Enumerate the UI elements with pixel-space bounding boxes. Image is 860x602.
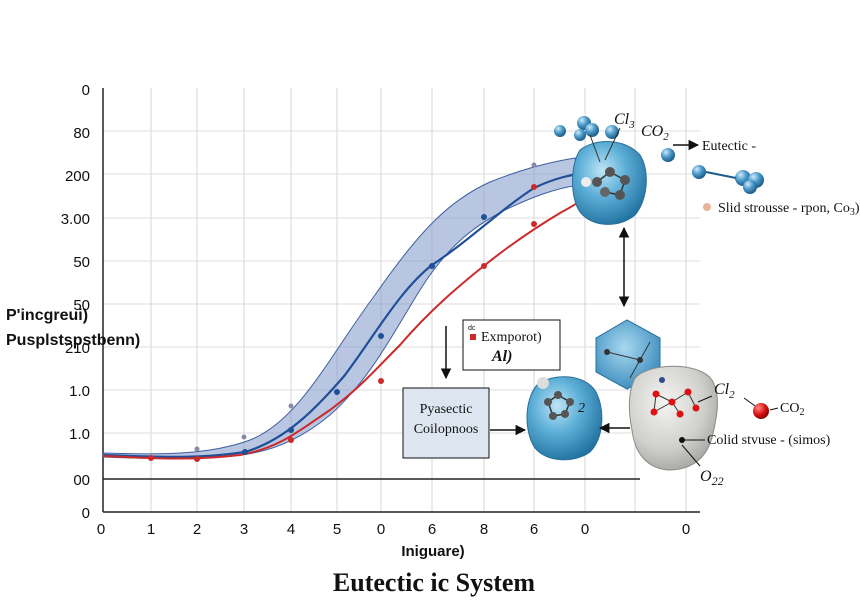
x-axis-label: Iniguare): [401, 543, 464, 560]
x-tick-label: 0: [581, 521, 589, 538]
legend: dc Exmporot) Al): [462, 319, 561, 371]
y-axis-label-line1: P'incgreui): [6, 307, 88, 324]
x-tick-label: 2: [193, 521, 201, 538]
cl2-pointer: [697, 395, 713, 403]
middle-sphere-number: 2: [578, 401, 585, 416]
blue-point: [378, 333, 384, 339]
eutectic-sphere-middle: [526, 376, 603, 461]
y-tick-label: 210: [65, 340, 90, 357]
x-tick-label: 6: [530, 521, 538, 538]
blue-point: [288, 427, 294, 433]
blue-point: [481, 214, 487, 220]
red-point: [378, 378, 384, 384]
solid-top-label: Slid strousse - rpon, Co3)): [718, 201, 860, 218]
y-tick-label: 1.0: [69, 383, 90, 400]
x-tick-label: 3: [240, 521, 248, 538]
o22-label: O22: [700, 468, 724, 488]
x-tick-label: 4: [287, 521, 295, 538]
co2-connector: [769, 407, 779, 411]
co2-top-label: CO2: [641, 123, 669, 143]
diagram-title: Eutectic ic System: [333, 568, 536, 597]
y-tick-label: 3.00: [61, 211, 90, 228]
blue-point: [334, 389, 340, 395]
y-tick-label: 50: [73, 297, 90, 314]
x-tick-label: 8: [480, 521, 488, 538]
grey-point: [241, 434, 247, 440]
x-tick-label: 5: [333, 521, 341, 538]
pyasectic-box: Pyasectic Coilopnoos: [402, 387, 490, 459]
y-tick-label: 80: [73, 125, 90, 142]
red-point: [531, 221, 537, 227]
red-point: [481, 263, 487, 269]
y-tick-labels: 0 80 200 3.00 50 50 210 1.0 1.0 00 0: [61, 82, 90, 522]
red-atom: [753, 403, 769, 419]
co2-right-label: CO2: [780, 401, 804, 418]
y-axis-label-line2: Pusplstspstbenn): [6, 332, 140, 349]
legend-red-swatch: [470, 334, 476, 340]
eutectic-sphere-top: [572, 141, 647, 225]
red-point: [148, 455, 154, 461]
solid-marker-dot: [703, 203, 711, 211]
legend-line2: Al): [491, 348, 512, 365]
y-tick-label: 00: [73, 472, 90, 489]
red-curve: [102, 193, 591, 460]
x-tick-label: 6: [428, 521, 436, 538]
y-tick-label: 200: [65, 168, 90, 185]
red-point: [288, 437, 294, 443]
red-point: [531, 184, 537, 190]
blue-point: [429, 263, 435, 269]
cl3-label: Cl3: [614, 111, 635, 131]
y-tick-label: 50: [73, 254, 90, 271]
phase-band: [102, 157, 581, 459]
legend-marker: dc: [468, 325, 476, 332]
legend-line1: Exmporot): [481, 330, 542, 345]
grey-point: [194, 446, 200, 452]
curve-points: [148, 162, 537, 462]
blue-curve: [102, 171, 586, 458]
grey-point: [531, 162, 537, 168]
cl2-label: Cl2: [714, 381, 735, 401]
red-point: [194, 456, 200, 462]
y-tick-label: 1.0: [69, 426, 90, 443]
eutectic-label: Eutectic -: [702, 139, 756, 154]
o22-pointer: [681, 444, 701, 467]
pyasectic-line1: Pyasectic: [420, 402, 473, 417]
colid-dot: [679, 437, 685, 443]
x-tick-label: 1: [147, 521, 155, 538]
y-tick-label: 0: [82, 82, 90, 99]
x-tick-labels: 0 1 2 3 4 5 0 6 8 6 0 0: [97, 521, 690, 538]
x-tick-label: 0: [377, 521, 385, 538]
molecule-cluster-right: [661, 148, 764, 194]
grey-point: [288, 403, 294, 409]
blue-point: [242, 449, 248, 455]
x-tick-label: 0: [97, 521, 105, 538]
x-tick-label: 0: [682, 521, 690, 538]
colid-label: Colid stvuse - (simos): [707, 433, 831, 448]
grey-crystal: [628, 365, 718, 471]
molecule-cluster-top: [554, 116, 621, 163]
pyasectic-line2: Coilopnoos: [414, 422, 479, 437]
y-tick-label: 0: [82, 505, 90, 522]
